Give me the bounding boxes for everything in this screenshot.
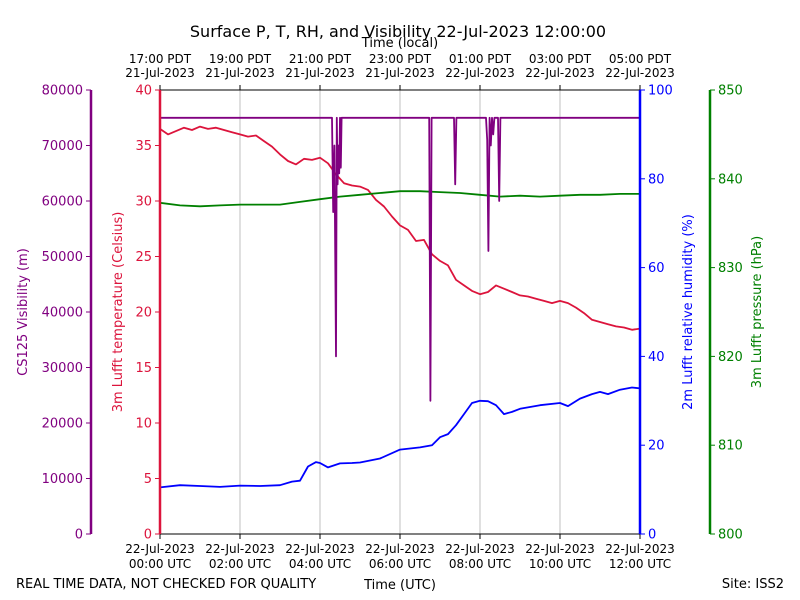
series-line-temperature: [159, 125, 641, 331]
humidity-tick-label: 100: [648, 84, 673, 99]
temperature-tick-label: 25: [135, 250, 152, 265]
temperature-tick-label: 5: [144, 472, 152, 487]
temperature-tick-label: 40: [135, 84, 152, 99]
top-tick-label: 19:00 PDT: [209, 52, 272, 66]
top-tick-label: 22-Jul-2023: [445, 66, 515, 80]
visibility-tick-label: 20000: [42, 417, 83, 432]
pressure-tick-label: 820: [718, 350, 743, 365]
top-tick-label: 21-Jul-2023: [285, 66, 355, 80]
bottom-tick-label: 22-Jul-2023: [125, 542, 195, 556]
temperature-tick-label: 30: [135, 195, 152, 210]
bottom-axis-label: Time (UTC): [363, 578, 436, 593]
top-tick-label: 01:00 PDT: [449, 52, 512, 66]
pressure-axis-label: 3m Lufft pressure (hPa): [750, 236, 765, 388]
humidity-tick-label: 80: [648, 172, 665, 187]
bottom-tick-label: 22-Jul-2023: [605, 542, 675, 556]
visibility-tick-label: 40000: [42, 306, 83, 321]
top-tick-label: 21-Jul-2023: [125, 66, 195, 80]
visibility-tick-label: 70000: [42, 139, 83, 154]
visibility-tick-label: 50000: [42, 250, 83, 265]
top-tick-label: 23:00 PDT: [369, 52, 432, 66]
humidity-tick-label: 60: [648, 261, 665, 276]
bottom-tick-label: 22-Jul-2023: [445, 542, 515, 556]
visibility-axis-label: CS125 Visibility (m): [16, 248, 31, 376]
bottom-tick-label: 22-Jul-2023: [285, 542, 355, 556]
bottom-tick-label: 06:00 UTC: [369, 557, 431, 571]
top-tick-label: 03:00 PDT: [529, 52, 592, 66]
visibility-tick-label: 60000: [42, 195, 83, 210]
bottom-tick-label: 02:00 UTC: [209, 557, 271, 571]
temperature-tick-label: 10: [135, 417, 152, 432]
top-axis-label: Time (local): [361, 36, 438, 51]
temperature-tick-label: 35: [135, 139, 152, 154]
bottom-tick-label: 12:00 UTC: [609, 557, 671, 571]
bottom-tick-label: 00:00 UTC: [129, 557, 191, 571]
series-line-humidity: [159, 386, 641, 489]
visibility-tick-label: 80000: [42, 84, 83, 99]
top-tick-label: 21:00 PDT: [289, 52, 352, 66]
top-tick-label: 21-Jul-2023: [205, 66, 275, 80]
bottom-tick-label: 08:00 UTC: [449, 557, 511, 571]
top-tick-label: 17:00 PDT: [129, 52, 192, 66]
top-tick-label: 22-Jul-2023: [605, 66, 675, 80]
humidity-tick-label: 40: [648, 350, 665, 365]
top-tick-label: 05:00 PDT: [609, 52, 672, 66]
chart-title: Surface P, T, RH, and Visibility 22-Jul-…: [190, 22, 606, 41]
series-line-pressure: [159, 190, 640, 208]
humidity-axis-label: 2m Lufft relative humidity (%): [681, 214, 696, 410]
bottom-tick-label: 04:00 UTC: [289, 557, 351, 571]
pressure-tick-label: 850: [718, 84, 743, 99]
bottom-tick-label: 22-Jul-2023: [365, 542, 435, 556]
humidity-tick-label: 0: [648, 528, 656, 543]
bottom-tick-label: 10:00 UTC: [529, 557, 591, 571]
footer-note: REAL TIME DATA, NOT CHECKED FOR QUALITY: [16, 577, 316, 592]
bottom-tick-label: 22-Jul-2023: [525, 542, 595, 556]
x-gridlines: [159, 90, 641, 534]
visibility-tick-label: 10000: [42, 472, 83, 487]
bottom-tick-label: 22-Jul-2023: [205, 542, 275, 556]
temperature-tick-label: 15: [135, 361, 152, 376]
visibility-tick-label: 30000: [42, 361, 83, 376]
pressure-tick-label: 840: [718, 172, 743, 187]
temperature-tick-label: 0: [144, 528, 152, 543]
series-line-visibility: [160, 116, 640, 402]
series-layer: [159, 116, 641, 489]
temperature-tick-label: 20: [135, 306, 152, 321]
temperature-axis-label: 3m Lufft temperature (Celsius): [111, 212, 126, 413]
pressure-tick-label: 830: [718, 261, 743, 276]
pressure-tick-label: 810: [718, 439, 743, 454]
top-tick-label: 21-Jul-2023: [365, 66, 435, 80]
pressure-tick-label: 800: [718, 528, 743, 543]
humidity-tick-label: 20: [648, 439, 665, 454]
visibility-tick-label: 0: [75, 528, 83, 543]
top-tick-label: 22-Jul-2023: [525, 66, 595, 80]
footer-site: Site: ISS2: [722, 577, 784, 592]
